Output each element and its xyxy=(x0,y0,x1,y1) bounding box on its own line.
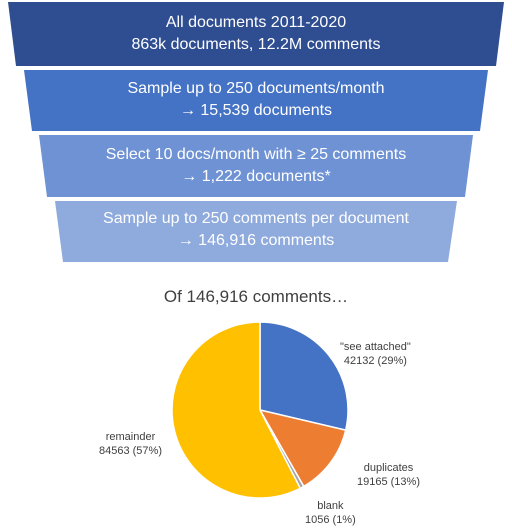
funnel-stage-sample-comments-line2: → 146,916 comments xyxy=(177,232,335,249)
funnel-stage-sample-comments-text: Sample up to 250 comments per document →… xyxy=(0,208,512,252)
pie-label-see-attached: "see attached" 42132 (29%) xyxy=(340,340,411,368)
pie-label-duplicates-value: 19165 (13%) xyxy=(357,476,420,488)
funnel-stage-sample-documents-line2: → 15,539 documents xyxy=(179,102,333,119)
funnel-diagram xyxy=(8,2,504,262)
funnel-stage-sample-documents xyxy=(24,70,488,131)
pie-slice-duplicates xyxy=(258,408,347,488)
pie-label-see-attached-value: 42132 (29%) xyxy=(343,355,407,367)
funnel-stage-all-documents-line1: All documents 2011-2020 xyxy=(165,14,347,31)
pie-label-see-attached-name: "see attached" xyxy=(340,341,411,353)
funnel-stage-sample-documents-line1: Sample up to 250 documents/month xyxy=(127,80,385,97)
funnel-stage-select-documents xyxy=(39,135,473,197)
pie-label-duplicates: duplicates 19165 (13%) xyxy=(357,461,420,489)
pie-label-blank-value: 1056 (1%) xyxy=(305,514,356,526)
funnel-stage-select-documents-line2: → 1,222 documents* xyxy=(181,168,331,185)
funnel-stage-all-documents-line2: 863k documents, 12.2M comments xyxy=(131,36,381,53)
pie-label-blank: blank 1056 (1%) xyxy=(305,499,356,527)
funnel-stage-select-documents-text: Select 10 docs/month with ≥ 25 comments … xyxy=(0,144,512,188)
funnel-stage-sample-comments xyxy=(55,201,457,262)
funnel-stage-all-documents-text: All documents 2011-2020 863k documents, … xyxy=(0,12,512,56)
pie-label-duplicates-name: duplicates xyxy=(363,462,414,474)
funnel-stage-sample-documents-text: Sample up to 250 documents/month → 15,53… xyxy=(0,78,512,122)
funnel-stage-sample-comments-line1: Sample up to 250 comments per document xyxy=(103,210,409,227)
pie-label-remainder-name: remainder xyxy=(105,431,156,443)
pie-slice-see-attached xyxy=(259,321,349,432)
pie-slice-remainder xyxy=(171,321,302,499)
pie-label-remainder-value: 84563 (57%) xyxy=(99,445,162,457)
pie-slices xyxy=(171,321,349,499)
funnel-stage-select-documents-line1: Select 10 docs/month with ≥ 25 comments xyxy=(105,146,407,163)
funnel-stage-all-documents xyxy=(8,2,504,66)
pie-label-remainder: remainder 84563 (57%) xyxy=(99,430,162,458)
pie-label-blank-name: blank xyxy=(317,500,344,512)
pie-chart-title: Of 146,916 comments… xyxy=(163,287,349,306)
